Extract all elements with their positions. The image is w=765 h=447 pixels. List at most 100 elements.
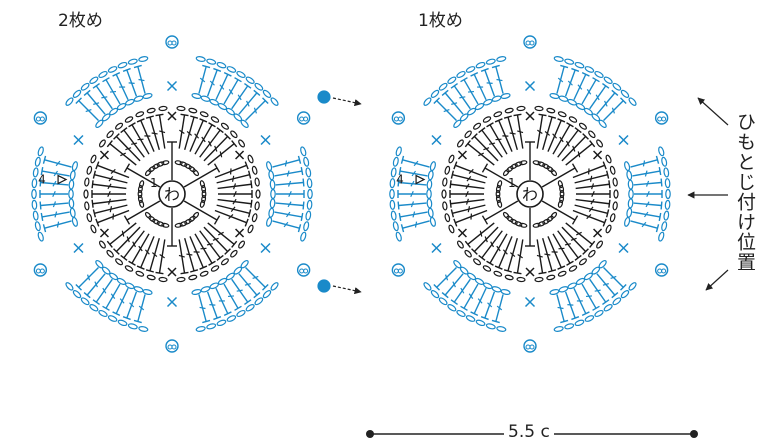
double-crochet-bar [496, 245, 501, 252]
chain-stitch [496, 180, 503, 189]
double-crochet-top [155, 271, 164, 275]
chain-stitch [238, 139, 246, 148]
chain-stitch [588, 130, 596, 139]
chain-stitch [90, 154, 97, 164]
double-crochet-bar [557, 77, 564, 83]
double-crochet-bar [483, 147, 490, 151]
double-crochet-bar [107, 198, 111, 205]
double-crochet-bar [194, 133, 200, 139]
chain-stitch [578, 258, 587, 266]
double-crochet-top [106, 140, 113, 148]
double-crochet-bar [246, 100, 250, 107]
chain-stitch [546, 107, 556, 114]
double-crochet-top [133, 64, 142, 69]
ring-label: わ [522, 185, 538, 204]
picot-loop [393, 268, 399, 274]
double-crochet-top [397, 178, 400, 187]
double-crochet-bar [151, 132, 158, 135]
double-crochet-top [244, 83, 252, 89]
picot-loop [39, 268, 45, 274]
double-crochet-top [471, 133, 478, 140]
chain-stitch [127, 58, 138, 65]
double-crochet-bar [478, 152, 484, 157]
double-crochet-top [538, 271, 547, 275]
chain-stitch [584, 315, 595, 322]
double-crochet-top [122, 316, 131, 321]
chain-stitch [584, 66, 595, 73]
double-crochet-bar [252, 275, 259, 280]
double-crochet-top [582, 133, 589, 140]
chain-stitch [496, 326, 507, 332]
double-crochet-bar [451, 102, 458, 105]
join-arrow [332, 285, 362, 295]
picot [523, 35, 537, 49]
double-crochet-top [91, 199, 94, 208]
chain-stitch [557, 111, 567, 118]
double-crochet-bar [610, 275, 617, 280]
chain-stitch [72, 290, 82, 299]
chain-stitch [427, 170, 434, 181]
double-crochet-bar [567, 304, 574, 306]
chain-stitch [34, 221, 41, 232]
double-crochet-top [398, 167, 402, 176]
chain-stitch [247, 154, 254, 164]
double-crochet-bar [179, 129, 185, 134]
double-crochet-bar [283, 221, 289, 228]
chain-stitch [138, 326, 149, 332]
double-crochet-top [566, 122, 574, 128]
double-crochet-bar [645, 201, 650, 208]
double-crochet-bar [465, 183, 470, 190]
chain-stitch [65, 282, 74, 291]
chain-stitch [485, 323, 496, 330]
double-crochet-top [92, 83, 100, 89]
chain-stitch [390, 167, 397, 178]
chain-stitch [238, 240, 246, 249]
chain-stitch [254, 177, 260, 187]
double-crochet-top [460, 77, 468, 83]
chain-stitch [475, 319, 486, 327]
chain-stitch [156, 161, 165, 167]
double-crochet-bar [489, 142, 496, 145]
chain-stitch [426, 179, 433, 190]
chain-stitch [195, 56, 206, 62]
double-crochet-top [571, 67, 580, 72]
double-crochet-bar [244, 283, 251, 286]
chain-stitch [236, 70, 246, 79]
chain-stitch [456, 240, 464, 249]
chain-stitch [542, 163, 550, 170]
chain-stitch [266, 161, 273, 172]
double-crochet-top [602, 299, 610, 305]
chain-stitch [482, 265, 492, 272]
chain-stitch [156, 221, 165, 227]
chain-stitch [71, 161, 78, 172]
single-crochet-x [525, 111, 535, 121]
double-crochet-top [250, 180, 253, 189]
double-crochet-top [453, 218, 458, 227]
chain-stitch [456, 70, 466, 79]
double-crochet-bar [586, 89, 592, 95]
chain-stitch [423, 97, 432, 106]
round1-stitch [541, 167, 576, 188]
join-arrow [332, 97, 362, 107]
round1-top [571, 163, 579, 173]
single-crochet-x [431, 134, 442, 146]
double-crochet-top [560, 64, 569, 69]
double-crochet-top [513, 271, 522, 275]
single-crochet-x [618, 242, 629, 254]
chain-stitch [115, 258, 124, 266]
double-crochet-bar [237, 94, 242, 101]
single-crochet-x [593, 228, 603, 238]
double-crochet-bar [288, 191, 292, 197]
chain-stitch [138, 56, 149, 62]
double-crochet-top [83, 292, 91, 299]
chain-stitch [236, 309, 246, 318]
double-crochet-bar [602, 283, 609, 286]
double-crochet-bar [52, 191, 56, 197]
double-crochet-bar [467, 90, 475, 93]
chain-stitch [161, 222, 170, 228]
chain-stitch [588, 249, 596, 258]
double-crochet-bar [138, 305, 145, 311]
double-crochet-bar [646, 191, 650, 197]
chain-stitch [201, 189, 207, 199]
double-crochet-bar [230, 206, 236, 212]
